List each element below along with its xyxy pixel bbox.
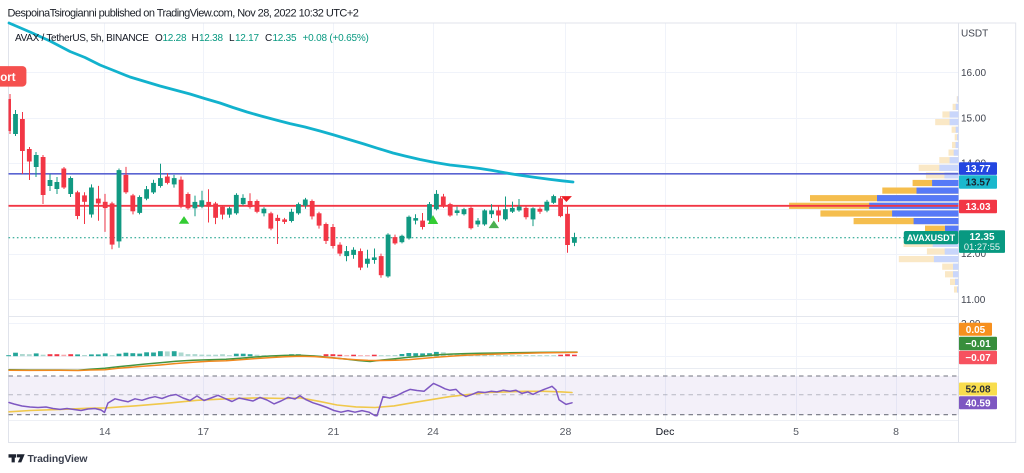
svg-text:15.00: 15.00 <box>961 114 986 125</box>
svg-text:O: O <box>155 33 163 44</box>
svg-text:40.59: 40.59 <box>965 398 990 409</box>
svg-text:21: 21 <box>328 426 340 438</box>
svg-text:13.77: 13.77 <box>965 164 990 175</box>
svg-text:Short: Short <box>0 72 16 84</box>
svg-text:28: 28 <box>560 426 572 438</box>
svg-text:Dec: Dec <box>656 426 675 438</box>
svg-text:+0.08 (+0.65%): +0.08 (+0.65%) <box>303 33 369 44</box>
svg-text:5: 5 <box>793 426 799 438</box>
svg-text:−0.07: −0.07 <box>965 353 991 364</box>
svg-text:12.00: 12.00 <box>961 249 986 260</box>
svg-text:TradingView: TradingView <box>28 454 89 465</box>
svg-text:11.00: 11.00 <box>961 295 986 306</box>
svg-text:13.03: 13.03 <box>965 202 990 213</box>
svg-text:14: 14 <box>99 426 111 438</box>
svg-text:8: 8 <box>893 426 899 438</box>
svg-text:52.08: 52.08 <box>965 385 990 396</box>
svg-text:L: L <box>229 33 235 44</box>
svg-text:−0.01: −0.01 <box>965 339 991 350</box>
svg-text:AVAX / TetherUS, 5h, BINANCE: AVAX / TetherUS, 5h, BINANCE <box>15 33 149 44</box>
svg-text:12.28: 12.28 <box>163 33 187 44</box>
svg-text:17: 17 <box>197 426 209 438</box>
svg-text:16.00: 16.00 <box>961 68 986 79</box>
svg-text:0.05: 0.05 <box>966 325 986 336</box>
svg-text:12.17: 12.17 <box>235 33 259 44</box>
svg-text:12.35: 12.35 <box>969 232 994 243</box>
svg-text:12.35: 12.35 <box>273 33 297 44</box>
svg-text:13.57: 13.57 <box>965 178 990 189</box>
svg-text:01:27:55: 01:27:55 <box>964 242 1000 252</box>
svg-text:USDT: USDT <box>961 29 988 40</box>
svg-text:12.38: 12.38 <box>199 33 223 44</box>
svg-text:24: 24 <box>427 426 439 438</box>
svg-text:DespoinaTsirogianni published: DespoinaTsirogianni published on Trading… <box>8 8 359 20</box>
svg-text:H: H <box>192 33 199 44</box>
svg-text:AVAXUSDT: AVAXUSDT <box>907 233 956 243</box>
svg-text:C: C <box>265 33 272 44</box>
